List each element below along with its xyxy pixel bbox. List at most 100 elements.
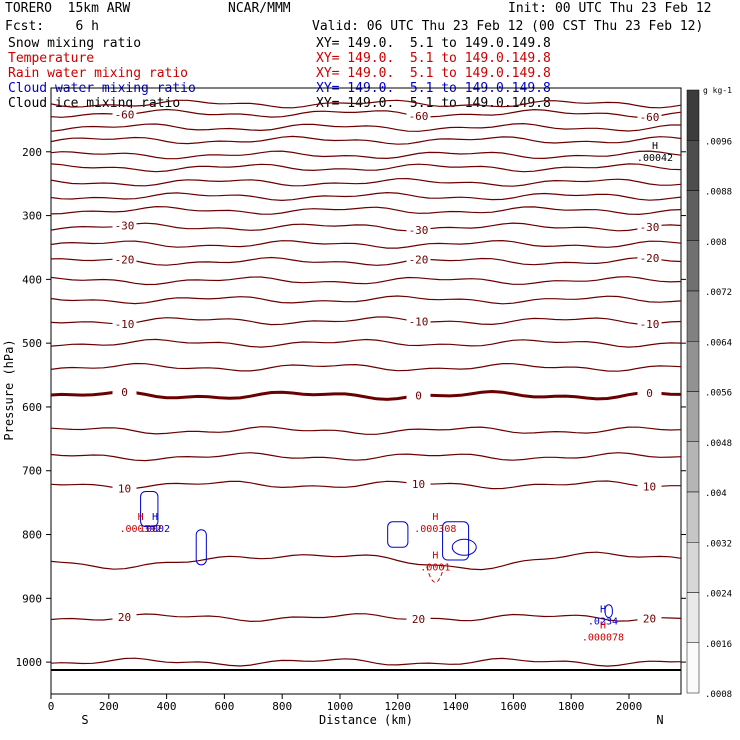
plot-frame bbox=[50, 87, 682, 695]
extremum-marker: H bbox=[600, 621, 606, 632]
contour-label: -10 bbox=[640, 318, 660, 331]
contour-label: 10 bbox=[412, 478, 425, 491]
contour-label: 20 bbox=[643, 612, 656, 625]
y-tick-label: 500 bbox=[22, 337, 42, 350]
cloud-water-contour bbox=[387, 521, 409, 548]
south-label: S bbox=[81, 713, 88, 727]
temperature-contour bbox=[50, 480, 681, 490]
contour-label: -10 bbox=[409, 316, 429, 329]
contour-label: -30 bbox=[115, 219, 135, 232]
extremum-marker: H bbox=[138, 512, 144, 523]
extremum-marker: H bbox=[432, 550, 438, 561]
temperature-contour bbox=[50, 135, 682, 145]
contour-label: -30 bbox=[409, 224, 429, 237]
contour-label: -60 bbox=[115, 108, 135, 121]
extremum-marker: H bbox=[152, 512, 158, 523]
contour-label-bg bbox=[637, 318, 662, 331]
temperature-contour bbox=[50, 239, 682, 249]
contour-label-bg bbox=[637, 612, 662, 625]
contour-label-bg bbox=[406, 477, 431, 490]
temperature-contour bbox=[50, 452, 682, 462]
temperature-contour bbox=[50, 276, 682, 286]
temperature-contour bbox=[50, 613, 682, 623]
colorbar-unit: g kg-1 bbox=[703, 86, 732, 95]
colorbar-label: .008 bbox=[705, 238, 727, 248]
x-tick-label: 600 bbox=[214, 700, 234, 713]
contour-label-bg bbox=[637, 480, 662, 493]
y-tick-label: 1000 bbox=[16, 656, 43, 669]
temperature-contour bbox=[50, 99, 682, 109]
contour-label-bg bbox=[112, 219, 137, 232]
forecast-hour: Fcst: 6 h bbox=[5, 19, 99, 34]
x-tick-label: 1600 bbox=[500, 700, 527, 713]
field-rain: Rain water mixing ratio bbox=[8, 66, 189, 81]
x-tick-label: 200 bbox=[99, 700, 119, 713]
extremum-value: .00042 bbox=[637, 153, 673, 164]
cloud-water-contour bbox=[140, 490, 159, 528]
contour-label-bg bbox=[637, 386, 662, 399]
contour-label: -10 bbox=[115, 318, 135, 331]
colorbar-label: .0024 bbox=[705, 590, 732, 600]
temperature-contour bbox=[50, 108, 682, 119]
contour-label-bg bbox=[406, 612, 431, 625]
x-tick-label: 400 bbox=[157, 700, 177, 713]
extremum-value: .0001 bbox=[420, 562, 450, 573]
x-tick-label: 1000 bbox=[327, 700, 354, 713]
extremum-marker: H bbox=[600, 605, 606, 616]
extremum-value: .000078 bbox=[582, 633, 624, 644]
cloud-water-contour bbox=[195, 529, 207, 566]
extremum-value: .000392 bbox=[120, 524, 162, 535]
x-tick-label: 1800 bbox=[558, 700, 585, 713]
x-tick-label: 2000 bbox=[616, 700, 643, 713]
xy-cloudwater: XY= 149.0. 5.1 to 149.0.149.8 bbox=[316, 81, 551, 96]
contour-label-bg bbox=[112, 610, 137, 623]
y-tick-label: 300 bbox=[22, 210, 42, 223]
colorbar-swatch bbox=[686, 290, 700, 342]
x-tick-label: 800 bbox=[272, 700, 292, 713]
temperature-contour bbox=[50, 316, 682, 326]
colorbar-label: .0048 bbox=[705, 439, 732, 449]
north-label: N bbox=[656, 713, 663, 727]
contour-label: 0 bbox=[415, 390, 422, 403]
temperature-contour bbox=[50, 295, 682, 305]
y-tick-label: 600 bbox=[22, 401, 42, 414]
contour-label-bg bbox=[112, 482, 137, 495]
contour-label-bg bbox=[406, 110, 431, 123]
contour-label-bg bbox=[406, 253, 431, 266]
colorbar-swatch bbox=[686, 391, 700, 442]
temperature-contour bbox=[50, 163, 682, 173]
extremum-value: .0234 bbox=[588, 617, 618, 628]
contour-label: -30 bbox=[640, 221, 660, 234]
y-tick-label: 700 bbox=[22, 465, 42, 478]
colorbar-swatch bbox=[686, 592, 700, 643]
colorbar-label: .0088 bbox=[705, 188, 732, 198]
init-time: Init: 00 UTC Thu 23 Feb 12 bbox=[508, 1, 712, 16]
temperature-contour bbox=[50, 205, 682, 216]
temperature-contour bbox=[50, 122, 681, 132]
contour-label: 10 bbox=[643, 481, 656, 494]
contour-label-bg bbox=[112, 385, 137, 398]
colorbar-label: .0032 bbox=[705, 539, 732, 549]
temperature-contour bbox=[50, 191, 682, 202]
xy-snow: XY= 149.0. 5.1 to 149.0.149.8 bbox=[316, 36, 551, 51]
extremum-value: .0002 bbox=[140, 524, 170, 535]
contour-label: 20 bbox=[118, 611, 131, 624]
colorbar-swatch bbox=[686, 642, 700, 694]
x-tick-label: 0 bbox=[48, 700, 55, 713]
temperature-contour bbox=[50, 426, 682, 435]
colorbar-label: .0096 bbox=[705, 137, 732, 147]
contour-label: -20 bbox=[409, 254, 429, 267]
contour-label: -20 bbox=[640, 252, 660, 265]
contour-label-bg bbox=[637, 252, 662, 265]
contour-label: 0 bbox=[121, 386, 128, 399]
temperature-contour bbox=[50, 150, 682, 160]
contour-label: -60 bbox=[640, 111, 660, 124]
x-tick-label: 1200 bbox=[385, 700, 412, 713]
extremum-marker: H bbox=[432, 512, 438, 523]
contour-label-bg bbox=[112, 253, 137, 266]
colorbar-label: .0056 bbox=[705, 389, 732, 399]
model-title: TORERO 15km ARW bbox=[5, 1, 131, 16]
temperature-contour bbox=[50, 362, 682, 372]
colorbar-label: .0016 bbox=[705, 640, 732, 650]
